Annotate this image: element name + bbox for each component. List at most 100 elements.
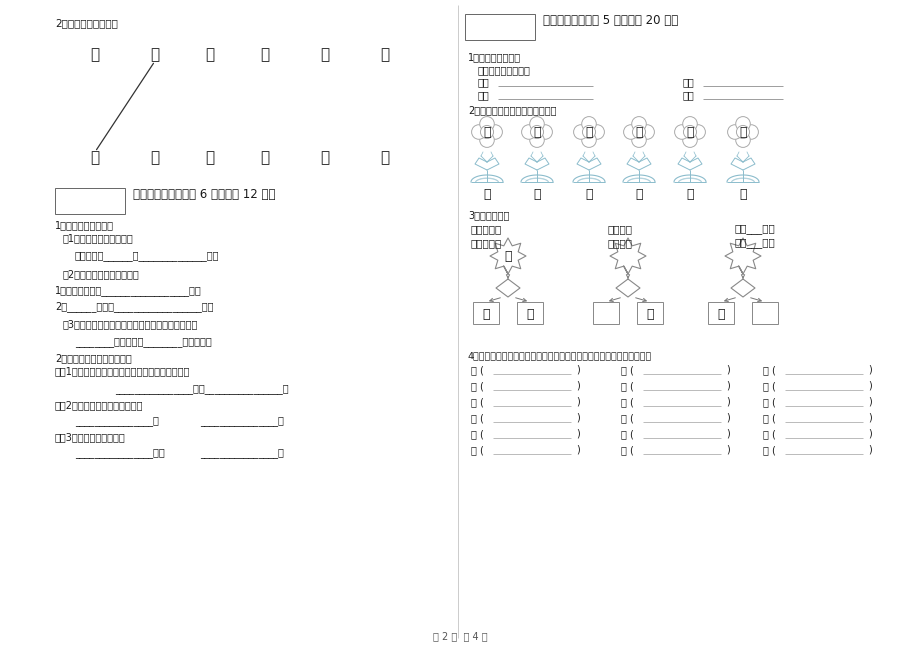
Text: 右: 右 [686,188,693,201]
Circle shape [521,125,536,139]
Text: 一 (: 一 ( [762,397,775,407]
Text: ): ) [867,381,871,391]
Text: 六、综合题（每题 5 分，共计 20 分）: 六、综合题（每题 5 分，共计 20 分） [542,14,677,27]
Text: ): ) [725,445,729,455]
Text: 走走: 走走 [478,90,489,100]
Text: 得分: 得分 [58,190,67,199]
Circle shape [529,133,544,148]
Text: 长: 长 [482,127,490,140]
Text: ): ) [867,445,871,455]
Text: 正: 正 [380,47,389,62]
Text: ): ) [575,429,579,439]
Text: 河 (: 河 ( [620,429,633,439]
Text: ): ) [575,397,579,407]
Text: （3）天气渐渐热起来。: （3）天气渐渐热起来。 [55,432,126,442]
Bar [593,302,618,324]
Text: 黑: 黑 [320,47,329,62]
Text: ): ) [725,381,729,391]
Text: 例1：美丽的小路好亮啊！: 例1：美丽的小路好亮啊！ [62,233,133,243]
Text: 目 (: 目 ( [620,365,633,375]
Text: 米 (: 米 ( [620,381,633,391]
Text: 反: 反 [260,150,269,165]
Text: 下: 下 [645,307,653,320]
Circle shape [631,116,645,131]
Text: 2、把下面的句子补充完整。: 2、把下面的句子补充完整。 [55,353,131,363]
Circle shape [582,125,595,138]
Text: 五、补充句子（每题 6 分，共计 12 分）: 五、补充句子（每题 6 分，共计 12 分） [133,187,275,200]
Bar [636,302,663,324]
Text: 叶－口＝十: 叶－口＝十 [471,238,502,248]
Text: 美丽的______好______________啊！: 美丽的______好______________啊！ [75,251,220,261]
Text: 1、李老师正忙着__________________呢！: 1、李老师正忙着__________________呢！ [55,285,201,296]
Text: ): ) [725,397,729,407]
Circle shape [735,125,749,138]
Text: 日＋月＝: 日＋月＝ [607,224,632,234]
Bar [751,302,777,324]
Text: 去: 去 [151,150,159,165]
Text: 例：看看　　看一看: 例：看看 看一看 [478,65,530,75]
Circle shape [735,116,750,131]
Text: ________________渐渐: ________________渐渐 [75,448,165,458]
Text: ): ) [725,413,729,423]
Text: 评卷人: 评卷人 [498,16,512,25]
Text: ): ) [867,365,871,375]
Circle shape [639,125,653,139]
Text: 门: 门 [717,307,724,320]
Text: 近: 近 [584,127,592,140]
Text: 3、快乐加减。: 3、快乐加减。 [468,210,509,220]
Bar [472,302,498,324]
Circle shape [589,125,604,139]
Text: 小 (: 小 ( [471,413,483,423]
Text: ): ) [575,413,579,423]
Circle shape [631,125,645,138]
Circle shape [530,125,543,138]
Text: （2）李老师正忙着改作业呢！: （2）李老师正忙着改作业呢！ [55,400,143,410]
Text: 土 (: 土 ( [471,381,483,391]
Text: ): ) [575,365,579,375]
Text: 想想: 想想 [682,90,694,100]
Circle shape [480,125,493,138]
Text: ): ) [867,397,871,407]
Circle shape [743,125,757,139]
Text: ): ) [725,365,729,375]
Text: 短: 短 [584,188,592,201]
Text: 近: 近 [90,47,99,62]
Text: 比比: 比比 [478,77,489,87]
Text: 水 (: 水 ( [471,445,483,455]
Text: 牛 (: 牛 ( [762,429,775,439]
Text: ________________。: ________________。 [199,448,284,458]
Text: 无: 无 [533,188,540,201]
Circle shape [727,125,742,139]
Text: 秋: 秋 [504,250,511,263]
Text: 立＋___＝童: 立＋___＝童 [734,224,775,234]
Circle shape [471,125,485,139]
Text: 多: 多 [320,150,329,165]
Circle shape [581,116,596,131]
Text: ________很大很大，________很多很多。: ________很大很大，________很多很多。 [75,337,211,347]
Circle shape [683,125,696,138]
Text: 得分: 得分 [468,16,477,25]
Text: 鸟 (: 鸟 ( [471,429,483,439]
Text: 白: 白 [380,150,389,165]
Circle shape [682,133,697,148]
Circle shape [538,125,551,139]
Text: 云 (: 云 ( [762,365,775,375]
Text: 远: 远 [634,188,642,201]
Text: 冷: 冷 [739,188,746,201]
Text: 王 (: 王 ( [620,413,633,423]
Text: 走＋千＝赶: 走＋千＝赶 [471,224,502,234]
Text: 第 2 页  共 4 页: 第 2 页 共 4 页 [432,631,487,641]
Text: 番－___＝日: 番－___＝日 [734,238,775,248]
Text: 2、请你把意思相反的字连起来。: 2、请你把意思相反的字连起来。 [468,105,556,115]
Bar [55,188,125,214]
Text: 远: 远 [205,150,214,165]
Text: ): ) [575,445,579,455]
Text: 1、照样子写一写。: 1、照样子写一写。 [468,52,520,62]
Text: 来: 来 [205,47,214,62]
Text: （1）我和妈妈一边散步，一边欣赏美丽的风景。: （1）我和妈妈一边散步，一边欣赏美丽的风景。 [55,366,190,376]
Text: 评卷人: 评卷人 [89,190,103,199]
Bar [516,302,542,324]
Circle shape [735,133,750,148]
Circle shape [573,125,587,139]
Text: 热: 热 [686,127,693,140]
